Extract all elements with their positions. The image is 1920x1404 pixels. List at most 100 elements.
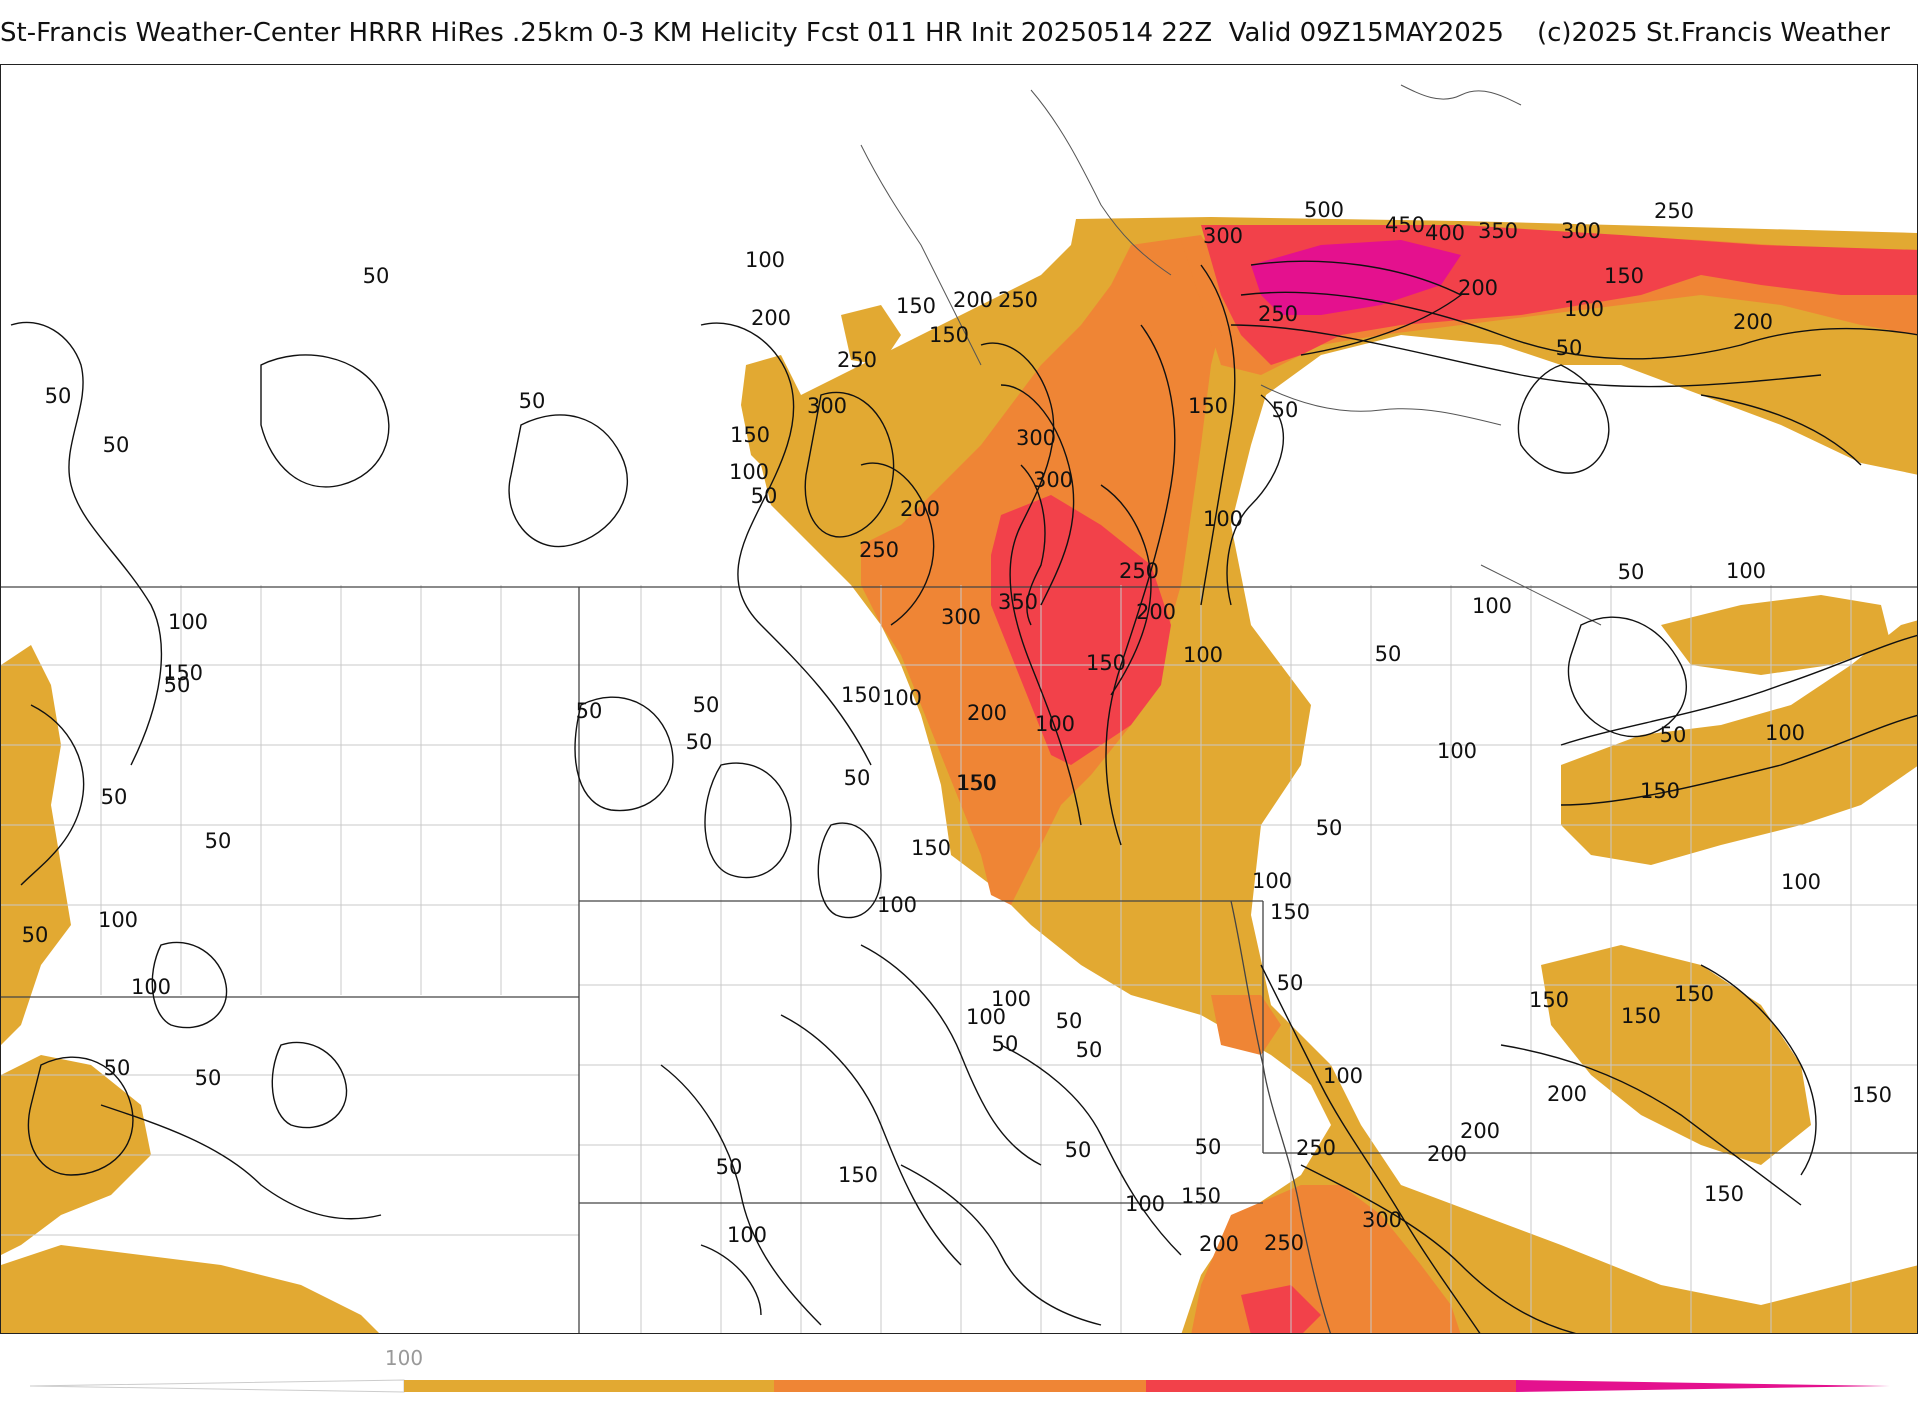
contour-label-300: 300 [1561,219,1601,243]
contour-label-50: 50 [716,1155,743,1179]
contour-label-100: 100 [1252,869,1292,893]
contour-label-100: 100 [1323,1064,1363,1088]
contour-label-100: 100 [966,1005,1006,1029]
contour-label-150: 150 [929,323,969,347]
fill-300-400-central [991,495,1171,765]
contour-label-250: 250 [1654,199,1694,223]
fill-300-400-south [1241,1285,1321,1333]
contour-label-100: 100 [882,686,922,710]
contour-label-200: 200 [953,288,993,312]
contour-label-250: 250 [998,288,1038,312]
coastlines [860,84,1602,626]
contour-label-50: 50 [1272,398,1299,422]
contour-label-50: 50 [1375,642,1402,666]
contour-label-50: 50 [164,673,191,697]
contour-label-150: 150 [1674,982,1714,1006]
contour-label-150: 150 [911,836,951,860]
contour-label-200: 200 [967,701,1007,725]
contour-label-500: 500 [1304,198,1344,222]
fill-100-200-east-2 [1661,595,1891,675]
contour-label-150: 150 [957,771,997,795]
color-legend: 100 [0,1334,1920,1400]
state-borders [1,586,1917,1333]
fill-100-200-east-3 [1541,945,1811,1165]
contour-label-100: 100 [729,460,769,484]
contour-label-50: 50 [22,923,49,947]
contour-label-200: 200 [1427,1142,1467,1166]
contour-label-50: 50 [686,730,713,754]
contour-label-50: 50 [45,384,72,408]
contour-label-50: 50 [1556,336,1583,360]
contour-label-150: 150 [841,683,881,707]
contour-label-50: 50 [1056,1009,1083,1033]
contour-label-150: 150 [1529,988,1569,1012]
contour-label-150: 150 [163,661,203,685]
contour-label-150: 150 [1181,1184,1221,1208]
contour-label-250: 250 [1296,1136,1336,1160]
colorbar-band-200 [774,1380,1146,1392]
contour-label-400: 400 [1425,221,1465,245]
contour-label-100: 100 [745,248,785,272]
contour-label-250: 250 [1264,1231,1304,1255]
contour-label-50: 50 [101,785,128,809]
colorbar-band-100 [404,1380,774,1392]
contour-label-50: 50 [205,829,232,853]
fill-100-200-north-patch-2 [841,305,901,365]
contour-label-150: 150 [896,294,936,318]
contour-label-300: 300 [941,605,981,629]
contour-label-100: 100 [1203,507,1243,531]
contour-label-50: 50 [1660,723,1687,747]
contour-label-200: 200 [1136,600,1176,624]
fill-100-200-east-1 [1561,620,1917,865]
county-borders [1,585,1917,1333]
contour-label-50: 50 [195,1066,222,1090]
colorbar-high-wedge [1516,1380,1890,1392]
contour-label-250: 250 [1119,559,1159,583]
contour-label-150: 150 [1852,1083,1892,1107]
contour-label-100: 100 [1765,721,1805,745]
fill-100-200-north-patch [741,355,801,475]
contour-label-150: 150 [1188,394,1228,418]
contour-label-150: 150 [838,1163,878,1187]
contour-label-100: 100 [727,1223,767,1247]
contour-label-50: 50 [519,389,546,413]
contour-label-250: 250 [1258,302,1298,326]
contour-label-50: 50 [1065,1138,1092,1162]
contour-label-150: 150 [1704,1182,1744,1206]
contour-label-200: 200 [1458,276,1498,300]
contour-label-100: 100 [1472,594,1512,618]
contour-label-50: 50 [1618,560,1645,584]
contour-label-50: 50 [693,693,720,717]
contour-label-150: 150 [1270,900,1310,924]
contour-label-100: 100 [1183,643,1223,667]
contour-label-50: 50 [844,766,871,790]
contour-label-300: 300 [1362,1208,1402,1232]
colorbar-band-300 [1146,1380,1516,1392]
contour-label-50: 50 [1195,1135,1222,1159]
contour-label-50: 50 [751,484,778,508]
contour-label-200: 200 [1733,310,1773,334]
colorbar-tick-label: 100 [384,1346,424,1370]
contour-label-50: 50 [104,1056,131,1080]
contour-label-100: 100 [1437,739,1477,763]
contour-label-150: 150 [1640,779,1680,803]
contour-label-100: 100 [168,610,208,634]
contour-label-50: 50 [363,264,390,288]
contour-label-300: 300 [1033,468,1073,492]
contour-label-100: 100 [1125,1192,1165,1216]
map-title: St-Francis Weather-Center HRRR HiRes .25… [0,18,1890,48]
contour-label-150: 150 [956,771,996,795]
contour-label-100: 100 [1035,712,1075,736]
contour-label-50: 50 [103,433,130,457]
contour-label-200: 200 [1547,1082,1587,1106]
contour-label-100: 100 [991,987,1031,1011]
contour-label-100: 100 [131,975,171,999]
contour-label-100: 100 [877,893,917,917]
contour-label-350: 350 [1478,219,1518,243]
contour-label-200: 200 [900,497,940,521]
contour-label-300: 300 [1016,426,1056,450]
contour-label-50: 50 [576,699,603,723]
helicity-contours [10,260,1917,1333]
contour-label-150: 150 [730,423,770,447]
